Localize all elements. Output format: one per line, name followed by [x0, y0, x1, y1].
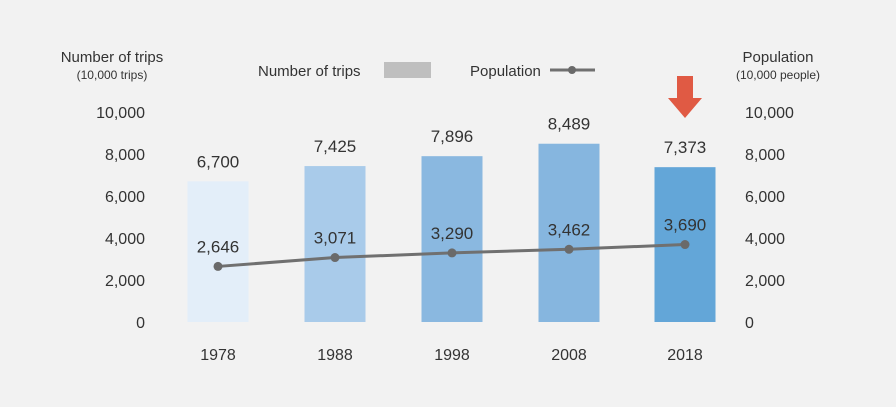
- population-value-label: 2,646: [197, 237, 240, 256]
- left-tick-label: 4,000: [105, 231, 145, 248]
- left-axis-title: Number of trips: [61, 49, 164, 66]
- population-value-label: 3,462: [548, 220, 591, 239]
- legend-marker-population: [568, 66, 576, 74]
- right-axis-ticks: 0 2,000 4,000 6,000 8,000 10,000: [745, 105, 794, 332]
- right-tick-label: 4,000: [745, 231, 785, 248]
- population-marker: [213, 261, 223, 271]
- x-axis-label: 1978: [200, 347, 236, 364]
- left-tick-label: 0: [136, 315, 145, 332]
- population-value-label: 3,071: [314, 229, 357, 248]
- right-tick-label: 2,000: [745, 273, 785, 290]
- right-tick-label: 0: [745, 315, 754, 332]
- left-tick-label: 8,000: [105, 147, 145, 164]
- bar-1978: [187, 181, 249, 322]
- bar-value-label: 6,700: [197, 152, 240, 171]
- bar-value-label: 7,425: [314, 137, 357, 156]
- bar-value-label: 7,896: [431, 127, 474, 146]
- right-axis-title: Population: [743, 49, 814, 66]
- legend-label-population: Population: [470, 63, 541, 80]
- x-axis-labels: 1978 1988 1998 2008 2018: [200, 347, 703, 364]
- down-arrow-icon: [668, 76, 702, 118]
- left-tick-label: 6,000: [105, 189, 145, 206]
- bar-1988: [304, 166, 366, 322]
- legend: Number of trips Population: [258, 62, 595, 80]
- right-tick-label: 8,000: [745, 147, 785, 164]
- legend-swatch-trips: [384, 62, 431, 78]
- left-tick-label: 2,000: [105, 273, 145, 290]
- left-axis-unit: (10,000 trips): [77, 68, 148, 82]
- left-axis-ticks: 0 2,000 4,000 6,000 8,000 10,000: [96, 105, 145, 332]
- x-axis-label: 2018: [667, 347, 703, 364]
- right-tick-label: 10,000: [745, 105, 794, 122]
- right-tick-label: 6,000: [745, 189, 785, 206]
- population-value-label: 3,690: [664, 216, 707, 235]
- population-marker: [447, 248, 457, 258]
- population-markers: [213, 240, 690, 271]
- bar-value-labels: 6,700 7,425 7,896 8,489 7,373: [197, 115, 707, 172]
- left-tick-label: 10,000: [96, 105, 145, 122]
- right-axis-unit: (10,000 people): [736, 68, 820, 82]
- bar-1998: [421, 156, 483, 322]
- population-marker: [564, 244, 574, 254]
- legend-label-trips: Number of trips: [258, 63, 361, 80]
- population-marker: [330, 253, 340, 263]
- x-axis-label: 1988: [317, 347, 353, 364]
- bar-value-label: 7,373: [664, 138, 707, 157]
- bar-2008: [538, 143, 600, 322]
- bar-value-label: 8,489: [548, 115, 591, 134]
- x-axis-label: 1998: [434, 347, 470, 364]
- x-axis-label: 2008: [551, 347, 587, 364]
- population-marker: [680, 240, 690, 250]
- population-value-label: 3,290: [431, 224, 474, 243]
- population-value-labels: 2,646 3,071 3,290 3,462 3,690: [197, 216, 707, 257]
